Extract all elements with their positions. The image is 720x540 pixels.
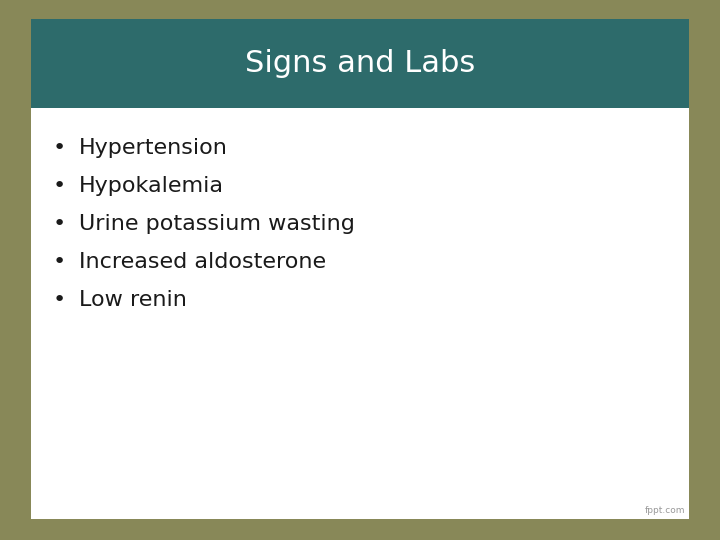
Text: •: •	[53, 138, 66, 158]
Text: Hypertension: Hypertension	[79, 138, 228, 158]
Text: fppt.com: fppt.com	[644, 507, 685, 516]
Text: Low renin: Low renin	[79, 290, 186, 310]
FancyBboxPatch shape	[31, 19, 689, 108]
FancyBboxPatch shape	[31, 19, 689, 519]
Text: •: •	[53, 214, 66, 234]
Text: •: •	[53, 252, 66, 272]
Text: Increased aldosterone: Increased aldosterone	[79, 252, 326, 272]
Text: Signs and Labs: Signs and Labs	[245, 49, 475, 78]
Text: •: •	[53, 290, 66, 310]
Text: •: •	[53, 176, 66, 196]
Text: Urine potassium wasting: Urine potassium wasting	[79, 214, 355, 234]
Text: Hypokalemia: Hypokalemia	[79, 176, 224, 196]
